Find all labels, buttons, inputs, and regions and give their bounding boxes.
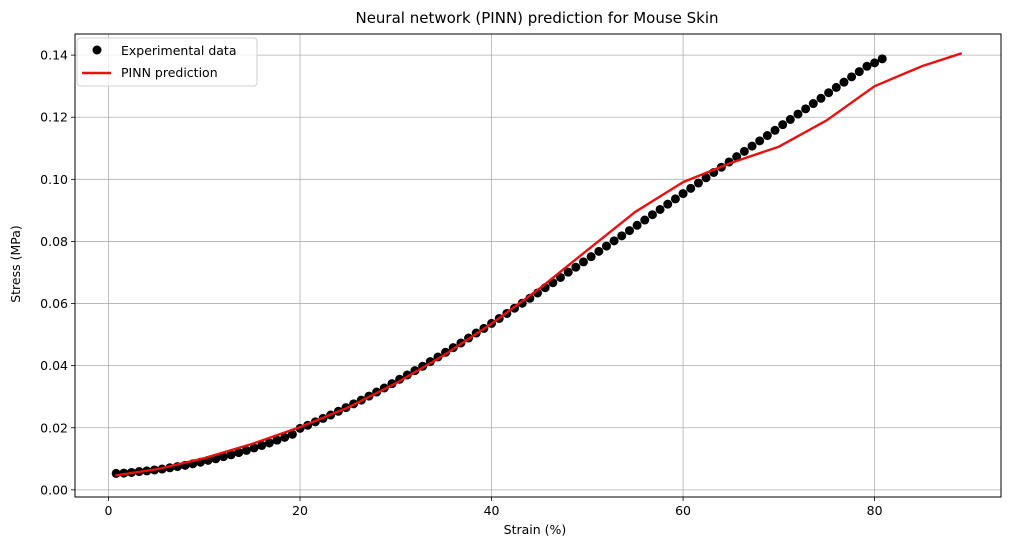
plot-frame (74, 33, 1002, 498)
data-point (663, 199, 673, 209)
data-point (617, 231, 627, 241)
y-tick-label: 0.12 (40, 110, 68, 125)
data-point (578, 257, 588, 267)
data-point (808, 99, 818, 109)
x-tick-label: 60 (675, 503, 691, 518)
data-point (839, 77, 849, 87)
data-point (778, 120, 788, 130)
data-point (762, 131, 772, 141)
chart-title: Neural network (PINN) prediction for Mou… (355, 9, 718, 27)
data-point (647, 210, 657, 220)
data-point (847, 72, 857, 82)
y-axis-label: Stress (MPa) (8, 225, 23, 303)
data-point (609, 236, 619, 246)
data-point (831, 82, 841, 92)
data-point (862, 61, 872, 71)
legend-box (76, 37, 258, 87)
data-point (770, 125, 780, 135)
data-point (226, 450, 236, 460)
plot-series (111, 52, 962, 478)
data-point (563, 267, 573, 277)
data-point (571, 262, 581, 272)
data-point (755, 136, 765, 146)
y-tick-label: 0.06 (40, 296, 68, 311)
y-tick-label: 0.02 (40, 420, 68, 435)
data-point (287, 429, 297, 439)
y-tick-label: 0.10 (40, 172, 68, 187)
data-point (785, 114, 795, 124)
data-point (624, 226, 634, 236)
y-tick-label: 0.04 (40, 358, 68, 373)
data-point (693, 178, 703, 188)
legend: Experimental data PINN prediction (76, 37, 258, 87)
data-point (877, 54, 887, 64)
data-point (249, 443, 259, 453)
x-tick-label: 20 (292, 503, 308, 518)
data-point (701, 173, 711, 183)
y-tick-label: 0.14 (40, 48, 68, 63)
data-point (655, 204, 665, 214)
x-tick-label: 0 (105, 503, 113, 518)
data-point (280, 432, 290, 442)
data-point (594, 246, 604, 256)
data-point (854, 67, 864, 77)
data-point (793, 109, 803, 119)
data-point (264, 438, 274, 448)
data-point (586, 252, 596, 262)
x-tick-label: 40 (484, 503, 500, 518)
data-point (632, 220, 642, 230)
data-point (556, 272, 566, 282)
x-axis-label: Strain (%) (504, 522, 567, 537)
data-point (686, 183, 696, 193)
series-pinn-prediction-line (114, 52, 962, 477)
data-point (670, 194, 680, 204)
x-tick-label: 80 (867, 503, 883, 518)
grid (75, 34, 1001, 497)
data-point (824, 88, 834, 98)
data-point (257, 440, 267, 450)
legend-marker-experimental (92, 45, 102, 55)
data-point (241, 445, 251, 455)
data-point (234, 448, 244, 458)
data-point (801, 104, 811, 114)
data-point (816, 93, 826, 103)
data-point (601, 241, 611, 251)
legend-label-experimental: Experimental data (121, 43, 237, 58)
data-point (111, 468, 121, 478)
data-point (739, 146, 749, 156)
axis-ticks: 0 20 40 60 80 0.00 0.02 0.04 0.06 0.08 0.10 0.12 0.1… (40, 48, 882, 518)
data-point (640, 215, 650, 225)
y-tick-label: 0.08 (40, 234, 68, 249)
legend-label-pinn: PINN prediction (121, 65, 218, 80)
data-point (678, 189, 688, 199)
data-point (747, 141, 757, 151)
data-point (272, 435, 282, 445)
y-tick-label: 0.00 (40, 482, 68, 497)
data-point (870, 58, 880, 68)
